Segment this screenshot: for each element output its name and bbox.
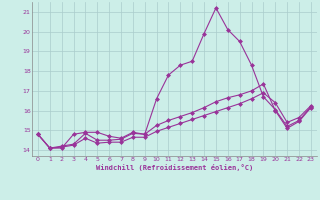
X-axis label: Windchill (Refroidissement éolien,°C): Windchill (Refroidissement éolien,°C) — [96, 164, 253, 171]
